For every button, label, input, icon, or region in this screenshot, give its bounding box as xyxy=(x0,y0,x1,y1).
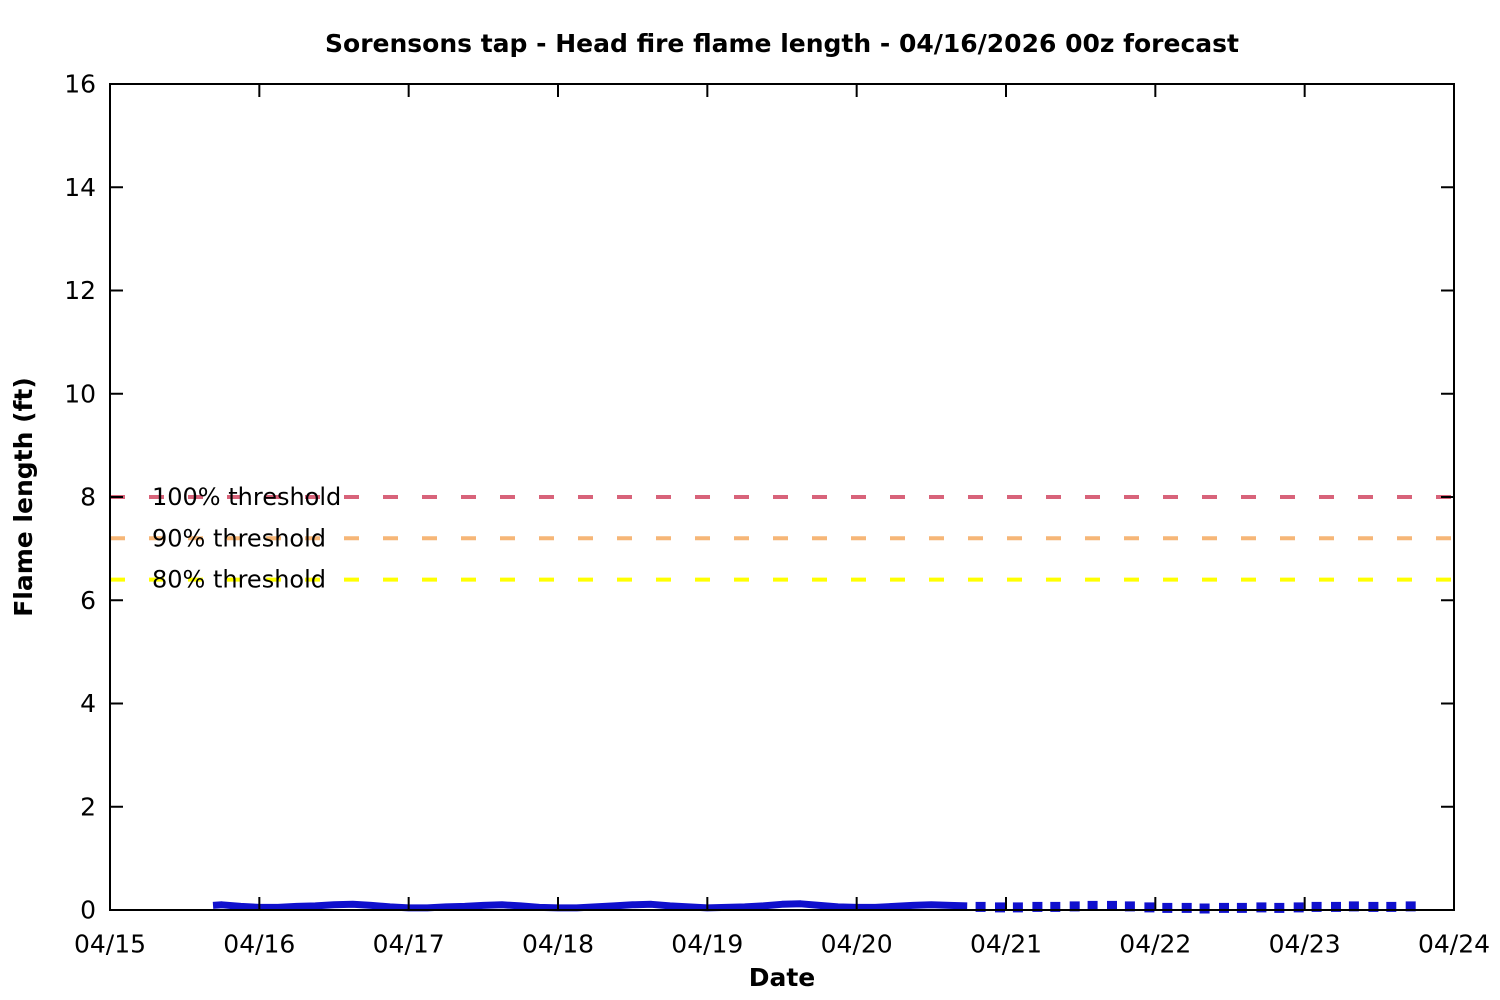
forecast-marker xyxy=(1050,901,1061,912)
x-tick-label: 04/17 xyxy=(373,930,445,959)
forecast-marker xyxy=(1348,901,1359,912)
threshold-label: 100% threshold xyxy=(152,483,341,511)
y-tick-label: 6 xyxy=(80,586,96,615)
x-tick-label: 04/23 xyxy=(1269,930,1341,959)
forecast-marker xyxy=(1405,901,1416,912)
x-tick-label: 04/19 xyxy=(671,930,743,959)
forecast-marker xyxy=(1368,901,1379,912)
forecast-marker xyxy=(1256,902,1267,913)
flame-length-line xyxy=(212,900,968,912)
forecast-marker xyxy=(1236,902,1247,913)
forecast-marker xyxy=(1293,902,1304,913)
forecast-marker xyxy=(1274,902,1285,913)
forecast-marker xyxy=(1124,901,1135,912)
x-tick-label: 04/18 xyxy=(522,930,594,959)
forecast-marker xyxy=(1386,901,1397,912)
forecast-marker xyxy=(995,902,1005,913)
x-tick-label: 04/24 xyxy=(1418,930,1490,959)
x-tick-label: 04/20 xyxy=(821,930,893,959)
forecast-marker xyxy=(1069,901,1080,912)
chart-title: Sorensons tap - Head fire flame length -… xyxy=(325,29,1239,58)
y-tick-label: 10 xyxy=(64,379,96,408)
y-tick-label: 2 xyxy=(80,792,96,821)
y-tick-label: 4 xyxy=(80,689,96,718)
y-tick-label: 0 xyxy=(80,896,96,925)
forecast-marker xyxy=(1107,900,1117,911)
threshold-label: 90% threshold xyxy=(152,524,326,552)
forecast-marker xyxy=(1311,901,1322,912)
x-tick-label: 04/15 xyxy=(74,930,146,959)
forecast-marker xyxy=(1181,902,1192,913)
threshold-label: 80% threshold xyxy=(152,566,326,594)
forecast-marker xyxy=(1032,901,1043,912)
y-tick-label: 14 xyxy=(64,173,96,202)
forecast-marker xyxy=(1331,901,1341,912)
forecast-marker xyxy=(1219,902,1229,913)
forecast-marker xyxy=(1087,900,1098,911)
x-tick-label: 04/22 xyxy=(1119,930,1191,959)
y-tick-label: 12 xyxy=(64,276,96,305)
forecast-marker xyxy=(1012,902,1023,913)
x-tick-label: 04/21 xyxy=(970,930,1042,959)
x-tick-label: 04/16 xyxy=(223,930,295,959)
y-tick-label: 8 xyxy=(80,483,96,512)
forecast-marker xyxy=(1144,902,1155,913)
y-tick-label: 16 xyxy=(64,70,96,99)
forecast-marker xyxy=(1162,902,1173,913)
forecast-marker xyxy=(975,901,986,912)
x-axis-title: Date xyxy=(748,963,816,992)
forecast-marker xyxy=(1199,903,1210,914)
